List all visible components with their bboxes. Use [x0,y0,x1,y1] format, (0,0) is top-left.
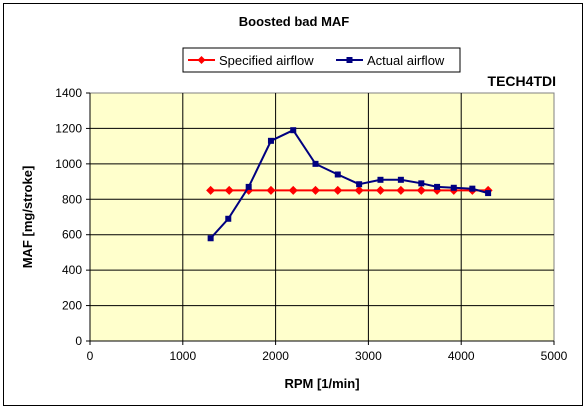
watermark: TECH4TDI [488,73,556,89]
series-2-point [290,127,297,134]
chart-title: Boosted bad MAF [239,14,350,29]
y-tick-label: 200 [62,299,82,313]
series-1-point [333,185,343,195]
series-1-point [224,185,234,195]
y-tick-label: 1400 [55,86,82,100]
grid [90,93,554,341]
x-tick-label: 0 [87,349,94,363]
legend-box [182,47,461,73]
x-axis-label: RPM [1/min] [284,376,359,391]
series-1-point [266,185,276,195]
y-tick-label: 600 [62,228,82,242]
series-2-point [356,181,363,188]
y-axis-label: MAF [mg/stroke] [20,166,35,269]
plot-area [89,92,555,342]
y-tick-label: 1000 [55,157,82,171]
x-tick-label: 3000 [355,349,382,363]
axes: 0 200 400 600 800 1000 1200 1400 0 1000 2000 3000 40… [55,86,567,363]
series-2-point [334,171,341,178]
series-2-point [207,235,214,242]
y-tick-label: 400 [62,263,82,277]
y-tick-label: 800 [62,192,82,206]
series-1-point [354,185,364,195]
legend-marker-actual [346,57,353,63]
series-2-point [312,160,319,167]
y-tick-label: 0 [75,334,82,348]
series-2-point [245,183,252,190]
series-2-point [267,137,274,144]
series-1-point [375,185,385,195]
legend-label-specified: Specified airflow [219,53,314,68]
legend-label-actual: Actual airflow [367,53,445,68]
x-tick-label: 1000 [169,349,196,363]
series-layer [206,127,493,242]
series-2-point [434,183,441,190]
series-2-point [418,180,425,187]
series-1-point [206,185,216,195]
series-1-point [416,185,426,195]
series-1-point [311,185,321,195]
legend: Specified airflow Actual airflow [182,47,461,73]
series-2-point [485,190,492,197]
legend-marker-specified [197,56,206,64]
x-tick-label: 4000 [448,349,475,363]
x-tick-label: 2000 [262,349,289,363]
series-2-point [397,176,404,183]
series-2-point [377,176,384,183]
series-2-point [469,185,476,192]
series-1-point [288,185,298,195]
y-tick-label: 1200 [55,121,82,135]
series-2-point [450,184,457,191]
x-tick-label: 5000 [541,349,568,363]
series-1-point [396,185,406,195]
series-2-point [225,215,232,222]
